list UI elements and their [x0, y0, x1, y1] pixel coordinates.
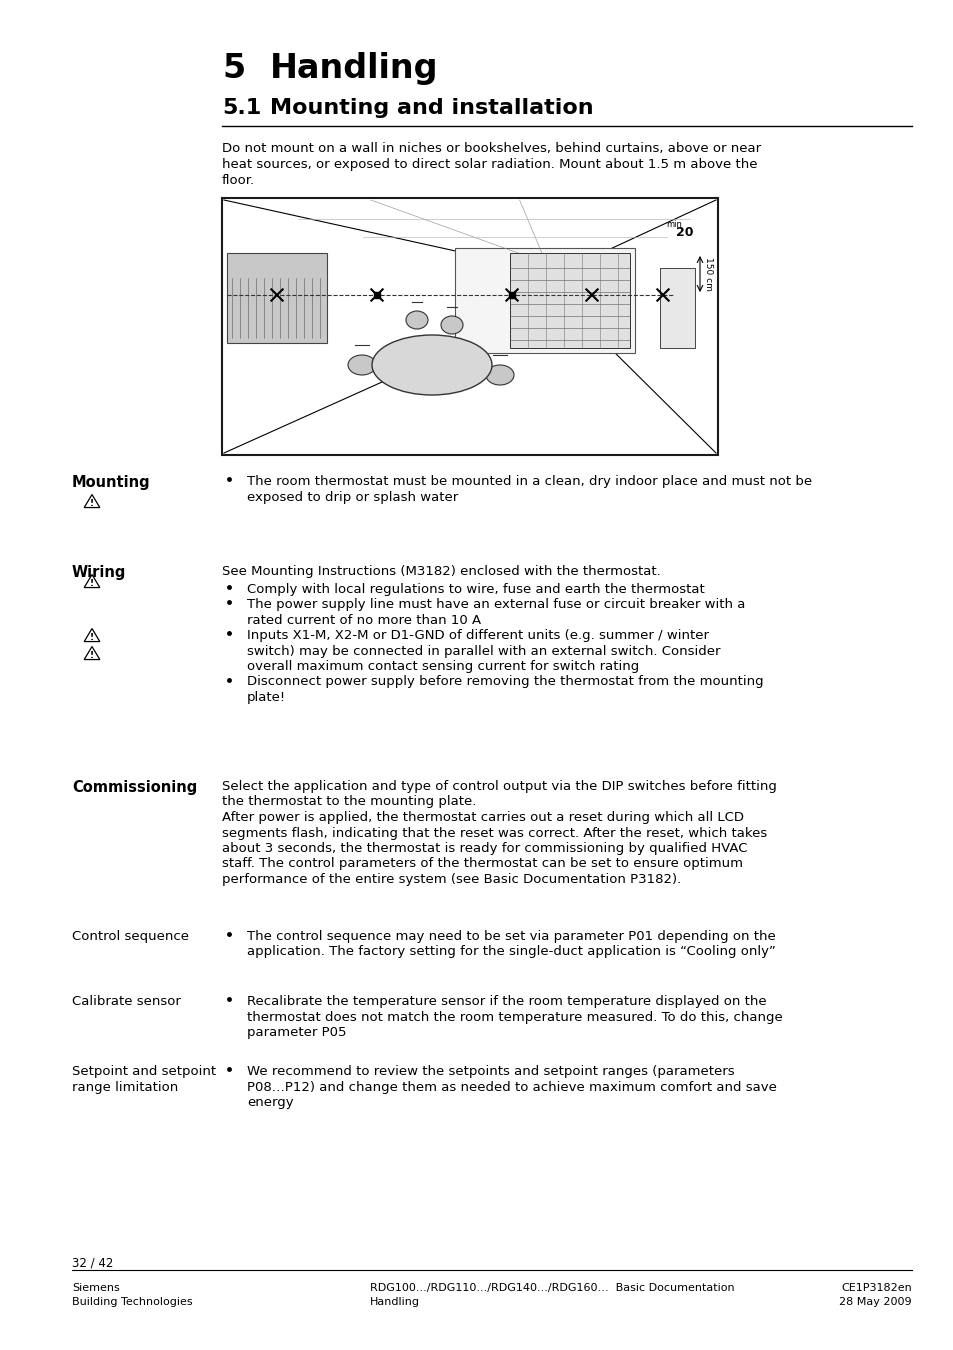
- Text: Inputs X1-M, X2-M or D1-GND of different units (e.g. summer / winter: Inputs X1-M, X2-M or D1-GND of different…: [247, 629, 708, 643]
- Text: parameter P05: parameter P05: [247, 1026, 346, 1040]
- Text: Calibrate sensor: Calibrate sensor: [71, 995, 181, 1008]
- Ellipse shape: [485, 364, 514, 385]
- Text: rated current of no more than 10 A: rated current of no more than 10 A: [247, 613, 480, 626]
- Text: RDG100.../RDG110.../RDG140.../RDG160…  Basic Documentation: RDG100.../RDG110.../RDG140.../RDG160… Ba…: [370, 1282, 734, 1293]
- Text: staff. The control parameters of the thermostat can be set to ensure optimum: staff. The control parameters of the the…: [222, 857, 742, 871]
- Text: See Mounting Instructions (M3182) enclosed with the thermostat.: See Mounting Instructions (M3182) enclos…: [222, 566, 660, 578]
- Bar: [227, 252, 327, 343]
- Text: Do not mount on a wall in niches or bookshelves, behind curtains, above or near: Do not mount on a wall in niches or book…: [222, 142, 760, 155]
- Text: floor.: floor.: [222, 174, 254, 188]
- Bar: [374, 292, 379, 298]
- Text: energy: energy: [247, 1096, 294, 1108]
- Text: The control sequence may need to be set via parameter P01 depending on the: The control sequence may need to be set …: [247, 930, 775, 944]
- Text: 5: 5: [222, 53, 245, 85]
- Text: Mounting and installation: Mounting and installation: [270, 99, 593, 117]
- Bar: [509, 292, 515, 298]
- Ellipse shape: [406, 310, 428, 329]
- Bar: [659, 269, 695, 348]
- Text: 5.1: 5.1: [222, 99, 261, 117]
- Text: Control sequence: Control sequence: [71, 930, 189, 944]
- Text: P08…P12) and change them as needed to achieve maximum comfort and save: P08…P12) and change them as needed to ac…: [247, 1080, 776, 1094]
- Text: !: !: [90, 633, 94, 643]
- Text: Commissioning: Commissioning: [71, 780, 197, 795]
- Ellipse shape: [372, 335, 492, 396]
- Text: exposed to drip or splash water: exposed to drip or splash water: [247, 490, 457, 504]
- Text: 20: 20: [676, 225, 693, 239]
- Text: We recommend to review the setpoints and setpoint ranges (parameters: We recommend to review the setpoints and…: [247, 1065, 734, 1079]
- Text: application. The factory setting for the single-duct application is “Cooling onl: application. The factory setting for the…: [247, 945, 775, 958]
- Text: the thermostat to the mounting plate.: the thermostat to the mounting plate.: [222, 795, 476, 809]
- Text: overall maximum contact sensing current for switch rating: overall maximum contact sensing current …: [247, 660, 639, 674]
- Text: switch) may be connected in parallel with an external switch. Consider: switch) may be connected in parallel wit…: [247, 644, 720, 657]
- Text: Comply with local regulations to wire, fuse and earth the thermostat: Comply with local regulations to wire, f…: [247, 582, 704, 595]
- Bar: [510, 252, 629, 348]
- Text: CE1P3182en: CE1P3182en: [841, 1282, 911, 1293]
- Text: Building Technologies: Building Technologies: [71, 1297, 193, 1307]
- Text: Siemens: Siemens: [71, 1282, 120, 1293]
- Bar: [222, 198, 718, 455]
- Text: performance of the entire system (see Basic Documentation P3182).: performance of the entire system (see Ba…: [222, 873, 680, 886]
- Text: 28 May 2009: 28 May 2009: [839, 1297, 911, 1307]
- Text: The room thermostat must be mounted in a clean, dry indoor place and must not be: The room thermostat must be mounted in a…: [247, 475, 811, 487]
- Text: 32 / 42: 32 / 42: [71, 1256, 113, 1269]
- Text: min: min: [665, 220, 681, 230]
- Text: Recalibrate the temperature sensor if the room temperature displayed on the: Recalibrate the temperature sensor if th…: [247, 995, 766, 1008]
- Text: Handling: Handling: [370, 1297, 419, 1307]
- Text: !: !: [90, 500, 94, 508]
- Text: Disconnect power supply before removing the thermostat from the mounting: Disconnect power supply before removing …: [247, 675, 762, 688]
- Text: The power supply line must have an external fuse or circuit breaker with a: The power supply line must have an exter…: [247, 598, 744, 612]
- Text: Handling: Handling: [270, 53, 438, 85]
- Text: segments flash, indicating that the reset was correct. After the reset, which ta: segments flash, indicating that the rese…: [222, 826, 766, 840]
- Text: about 3 seconds, the thermostat is ready for commissioning by qualified HVAC: about 3 seconds, the thermostat is ready…: [222, 842, 747, 855]
- Text: Wiring: Wiring: [71, 566, 126, 580]
- Text: !: !: [90, 579, 94, 589]
- Text: heat sources, or exposed to direct solar radiation. Mount about 1.5 m above the: heat sources, or exposed to direct solar…: [222, 158, 757, 171]
- Text: After power is applied, the thermostat carries out a reset during which all LCD: After power is applied, the thermostat c…: [222, 811, 743, 824]
- Text: 150 cm: 150 cm: [703, 256, 712, 292]
- Text: Select the application and type of control output via the DIP switches before fi: Select the application and type of contr…: [222, 780, 776, 792]
- Text: plate!: plate!: [247, 691, 286, 703]
- Text: !: !: [90, 651, 94, 660]
- Text: range limitation: range limitation: [71, 1081, 178, 1094]
- Text: Setpoint and setpoint: Setpoint and setpoint: [71, 1065, 216, 1079]
- Ellipse shape: [348, 355, 375, 375]
- Text: Mounting: Mounting: [71, 475, 151, 490]
- Ellipse shape: [440, 316, 462, 333]
- Bar: [455, 248, 635, 352]
- Text: thermostat does not match the room temperature measured. To do this, change: thermostat does not match the room tempe…: [247, 1011, 781, 1023]
